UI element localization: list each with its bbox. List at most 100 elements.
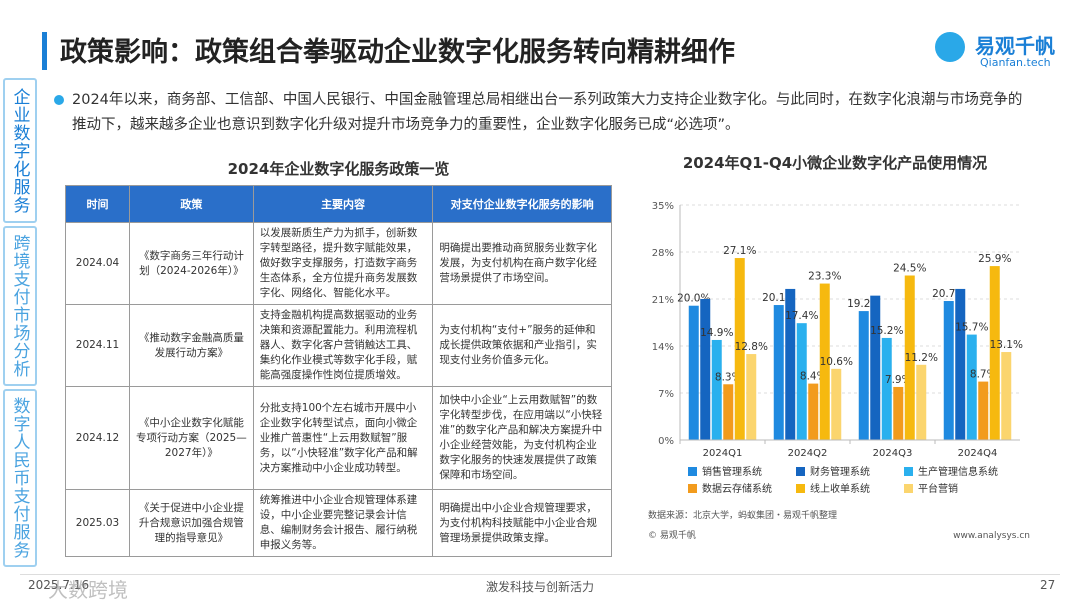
policy-table: 时间 政策 主要内容 对支付企业数字化服务的影响 2024.04 《数字商务三年行动计划… <box>65 185 612 557</box>
table-cell: 支持金融机构提高数据驱动的业务决策和资源配置能力。利用流程机器人、数字化客户营销… <box>252 304 434 387</box>
legend-label: 数据云存储系统 <box>702 482 772 495</box>
data-label: 10.6% <box>820 356 853 368</box>
bar <box>978 381 989 440</box>
bar <box>989 266 1000 440</box>
y-tick-label: 35% <box>652 201 674 212</box>
table-cell: 《关于促进中小企业提升合规意识加强合规管理的指导意见》 <box>128 489 254 557</box>
table-title: 2024年企业数字化服务政策一览 <box>227 160 450 178</box>
table-cell: 《数字商务三年行动计划（2024-2026年）》 <box>128 222 254 305</box>
y-tick-label: 28% <box>652 248 674 259</box>
chart-title: 2024年Q1-Q4小微企业数字化产品使用情况 <box>683 154 987 172</box>
side-tab[interactable]: 企业数字化服务 <box>3 78 37 223</box>
data-label: 27.1% <box>723 245 756 257</box>
legend-label: 销售管理系统 <box>702 465 762 478</box>
data-label: 15.7% <box>955 322 988 334</box>
table-cell: 2024.12 <box>65 386 130 490</box>
bullet-text: 2024年以来，商务部、工信部、中国人民银行、中国金融管理总局相继出台一系列政策… <box>72 92 1023 133</box>
table-cell: 统筹推进中小企业合规管理体系建设，中小企业要完整记录会计信息、编制财务会计报告、… <box>252 489 434 557</box>
y-tick-label: 7% <box>658 389 674 400</box>
legend-swatch <box>904 484 913 493</box>
bar <box>796 323 807 440</box>
bar <box>904 275 915 440</box>
chart-source: 数据来源：北京大学，蚂蚁集团・易观千帆整理 <box>648 509 837 521</box>
title-accent <box>42 32 47 70</box>
bar <box>943 301 954 440</box>
data-label: 14.9% <box>700 327 733 339</box>
legend-label: 线上收单系统 <box>810 482 870 495</box>
bullet-dot <box>54 95 64 105</box>
data-label: 11.2% <box>905 352 938 364</box>
bar <box>808 383 819 440</box>
x-tick-label: 2024Q2 <box>788 448 828 459</box>
chart-site: www.analysys.cn <box>953 531 1030 541</box>
data-label: 15.2% <box>870 325 903 337</box>
data-label: 24.5% <box>893 263 926 275</box>
footer-center: 激发科技与创新活力 <box>485 580 594 594</box>
footer-date: 2025.7.16 <box>28 578 90 592</box>
bar <box>955 288 966 440</box>
bar <box>858 311 869 440</box>
side-tab[interactable]: 跨境支付市场分析 <box>3 226 37 386</box>
logo-sub: Qianfan.tech <box>980 56 1051 69</box>
table-cell: 加快中小企业“上云用数赋智”的数字化转型步伐，在应用端以“小快轻准”的数字化产品… <box>432 386 612 490</box>
table-cell: 以发展新质生产力为抓手，创新数字转型路径，提升数字赋能效果，做好数字支撑服务，打… <box>252 222 434 305</box>
header-cell: 主要内容 <box>252 185 434 223</box>
header-cell: 时间 <box>65 185 130 223</box>
table-cell: 为支付机构“支付+”服务的延伸和成长提供政策依据和产业指引，实现支付业务价值多元… <box>432 304 612 387</box>
bar <box>819 283 830 440</box>
table-row: 2024.12 《中小企业数字化赋能专项行动方案（2025—2027年）》 分批支持… <box>65 386 612 490</box>
data-label: 25.9% <box>978 253 1011 265</box>
bar <box>773 305 784 440</box>
bar <box>893 386 904 440</box>
x-tick-label: 2024Q3 <box>873 448 913 459</box>
bar <box>711 339 722 440</box>
footer-rule <box>20 574 1060 575</box>
table-row: 2025.03 《关于促进中小企业提升合规意识加强合规管理的指导意见》 统筹推进中小… <box>65 489 612 557</box>
header-cell: 对支付企业数字化服务的影响 <box>432 185 612 223</box>
side-tab[interactable]: 数字人民币支付服务 <box>3 389 37 567</box>
table-row: 2024.04 《数字商务三年行动计划（2024-2026年）》 以发展新质生产力为… <box>65 222 612 305</box>
legend-label: 平台营销 <box>918 482 958 495</box>
table-cell: 《推动数字金融高质量发展行动方案》 <box>128 304 254 387</box>
legend-label: 生产管理信息系统 <box>918 465 998 478</box>
data-label: 12.8% <box>735 341 768 353</box>
logo-text: 易观千帆 <box>975 34 1055 58</box>
y-tick-label: 0% <box>658 436 674 447</box>
x-tick-label: 2024Q4 <box>958 448 998 459</box>
legend-label: 财务管理系统 <box>810 465 870 478</box>
legend-swatch <box>796 484 805 493</box>
table-cell: 明确提出要推动商贸服务业数字化发展，为支付机构在商户数字化经营场景提供了市场空间… <box>432 222 612 305</box>
bar <box>916 364 927 440</box>
table-cell: 《中小企业数字化赋能专项行动方案（2025—2027年）》 <box>128 386 254 490</box>
bar <box>870 295 881 440</box>
bar <box>688 305 699 440</box>
logo-icon <box>935 32 965 62</box>
bar <box>1001 352 1012 440</box>
bar <box>966 334 977 440</box>
bar <box>723 384 734 440</box>
header-row: 时间 政策 主要内容 对支付企业数字化服务的影响 <box>65 185 612 223</box>
legend-swatch <box>688 467 697 476</box>
y-tick-label: 21% <box>652 295 674 306</box>
bar <box>881 337 892 440</box>
slide-title: 政策影响：政策组合拳驱动企业数字化服务转向精耕细作 <box>60 37 735 68</box>
bar <box>700 299 711 440</box>
x-tick-label: 2024Q1 <box>703 448 743 459</box>
chart-copyright: © 易观千帆 <box>648 529 696 541</box>
page-number: 27 <box>1040 578 1056 592</box>
table-cell: 2024.11 <box>65 304 130 387</box>
table-cell: 明确提出中小企业合规管理要求，为支付机构科技赋能中小企业合规管理场景提供政策支撑… <box>432 489 612 557</box>
chart: 2024年Q1-Q4小微企业数字化产品使用情况 数据来源：北京大学，蚂蚁集团・易… <box>648 154 1030 541</box>
data-label: 13.1% <box>990 339 1023 351</box>
legend-swatch <box>904 467 913 476</box>
legend-swatch <box>796 467 805 476</box>
data-label: 23.3% <box>808 271 841 283</box>
table-cell: 2025.03 <box>65 489 130 557</box>
bar <box>785 288 796 440</box>
bar <box>734 258 745 440</box>
header-cell: 政策 <box>128 185 254 223</box>
y-tick-label: 14% <box>652 342 674 353</box>
bar <box>746 354 757 440</box>
table-cell: 2024.04 <box>65 222 130 305</box>
